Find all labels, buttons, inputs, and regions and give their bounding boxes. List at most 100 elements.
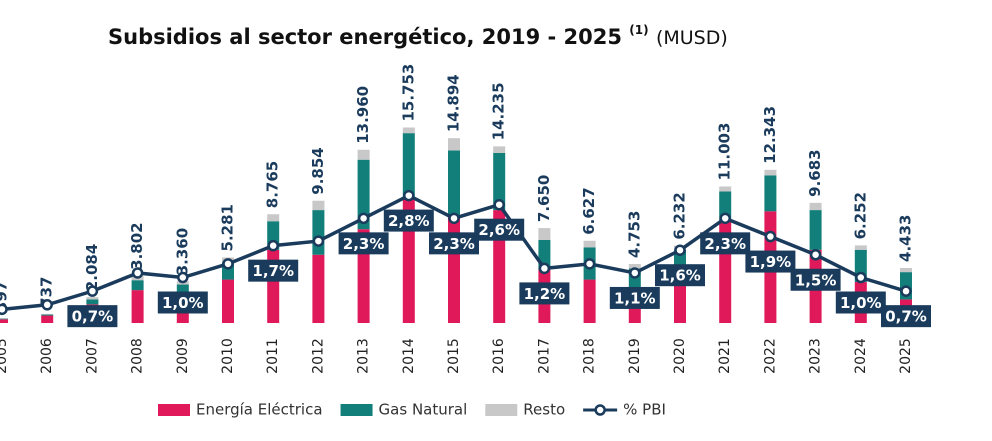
total-label: 14.894: [445, 74, 463, 132]
legend-marker: [594, 404, 606, 416]
x-tick-label: 2017: [536, 338, 552, 374]
pbi-point: [357, 212, 370, 225]
total-label: 2.084: [83, 244, 101, 291]
pbi-label-box: [835, 291, 886, 314]
bar-segment: [402, 127, 415, 134]
pbi-label: 1,5%: [795, 271, 837, 289]
pbi-label: 1,7%: [252, 262, 294, 280]
pbi-label-box: [519, 282, 570, 305]
x-tick-label: 2012: [310, 338, 326, 374]
bar-segment: [86, 299, 99, 305]
x-tick-label: 2011: [265, 338, 281, 374]
pbi-label-box: [338, 232, 389, 255]
total-label: 12.343: [761, 106, 779, 164]
pbi-point: [177, 271, 189, 284]
legend-swatch: [340, 404, 373, 416]
bar-segment: [493, 152, 506, 211]
total-label: 7.650: [535, 175, 553, 222]
pbi-point: [764, 230, 777, 243]
total-label: 6.627: [580, 187, 598, 234]
x-tick-label: 2013: [356, 338, 372, 374]
pbi-label: 2,8%: [388, 212, 430, 230]
total-label: 13.960: [354, 86, 372, 144]
pbi-point: [448, 212, 460, 225]
pbi-label: 1,2%: [524, 285, 566, 303]
bar-segment: [312, 254, 325, 323]
pbi-label-box: [700, 232, 751, 255]
bar-segment: [809, 210, 822, 250]
pbi-point: [719, 212, 731, 225]
legend-label: Energía Eléctrica: [196, 401, 323, 419]
total-label: 4.753: [625, 211, 643, 258]
pbi-point: [493, 198, 505, 211]
bar-segment: [674, 275, 686, 323]
bar-segment: [583, 279, 596, 323]
bar-segment: [538, 228, 551, 240]
legend-swatch: [158, 404, 190, 416]
bar-segment: [448, 138, 460, 151]
total-label: 11.003: [716, 123, 734, 181]
bar-segment: [719, 191, 732, 221]
total-label: 6.252: [851, 192, 869, 239]
x-tick-label: 2005: [0, 338, 10, 374]
pbi-label-box: [157, 291, 208, 314]
pbi-point: [809, 249, 822, 261]
pbi-label: 1,1%: [614, 289, 656, 307]
total-label: 4.433: [897, 215, 915, 262]
pbi-point: [629, 267, 641, 279]
pbi-label-box: [474, 218, 525, 241]
pbi-label: 2,3%: [704, 235, 746, 253]
pbi-label: 0,7%: [72, 308, 114, 326]
bar-segment: [0, 318, 8, 320]
title-note: (1): [629, 23, 648, 37]
bar-segment: [764, 175, 777, 212]
pbi-label-box: [67, 305, 118, 328]
x-tick-label: 2019: [627, 338, 643, 374]
pbi-label: 1,0%: [162, 294, 204, 312]
total-label: 5.281: [219, 204, 237, 251]
bar-segment: [41, 315, 54, 323]
bar-segment: [357, 159, 370, 230]
bar-segment: [854, 245, 867, 250]
bar-segment: [493, 146, 506, 153]
legend-swatch: [485, 404, 518, 416]
pbi-point: [583, 258, 596, 270]
bar-segment: [0, 318, 8, 319]
pbi-label: 2,3%: [433, 235, 475, 253]
pbi-point: [41, 299, 53, 311]
bar-segment: [176, 284, 189, 295]
x-tick-label: 2008: [130, 338, 146, 374]
bar-segment: [719, 186, 732, 192]
legend-label: Gas Natural: [379, 401, 468, 419]
pbi-label: 1,0%: [840, 294, 882, 312]
x-tick-label: 2014: [401, 338, 417, 374]
bar-segment: [448, 150, 460, 216]
total-label: 3.360: [173, 228, 191, 275]
bar-segment: [764, 169, 777, 176]
pbi-label-box: [881, 305, 931, 328]
pbi-point: [403, 189, 415, 202]
total-label: 737: [38, 277, 56, 308]
title-text: Subsidios al sector energético, 2019 - 2…: [108, 25, 622, 49]
bar-segment: [222, 279, 234, 323]
pbi-point: [0, 303, 8, 316]
total-label: 15.753: [399, 64, 417, 122]
x-tick-label: 2010: [220, 338, 236, 374]
bar-segment: [900, 267, 912, 273]
total-label: 3.802: [128, 222, 146, 269]
x-tick-label: 2007: [84, 338, 100, 374]
total-label: 6.232: [671, 192, 689, 239]
pbi-label: 1,9%: [750, 253, 792, 271]
pbi-label-box: [790, 268, 841, 291]
bar-segment: [0, 319, 8, 323]
legend-label: % PBI: [623, 401, 666, 419]
pbi-label: 1,6%: [659, 267, 701, 285]
x-tick-label: 2009: [175, 338, 191, 374]
x-tick-label: 2006: [39, 338, 55, 374]
title-unit: (MUSD): [656, 27, 728, 49]
bar-segment: [131, 290, 144, 323]
pbi-point: [131, 267, 144, 279]
pbi-point: [538, 262, 551, 275]
legend-label: Resto: [523, 401, 565, 419]
